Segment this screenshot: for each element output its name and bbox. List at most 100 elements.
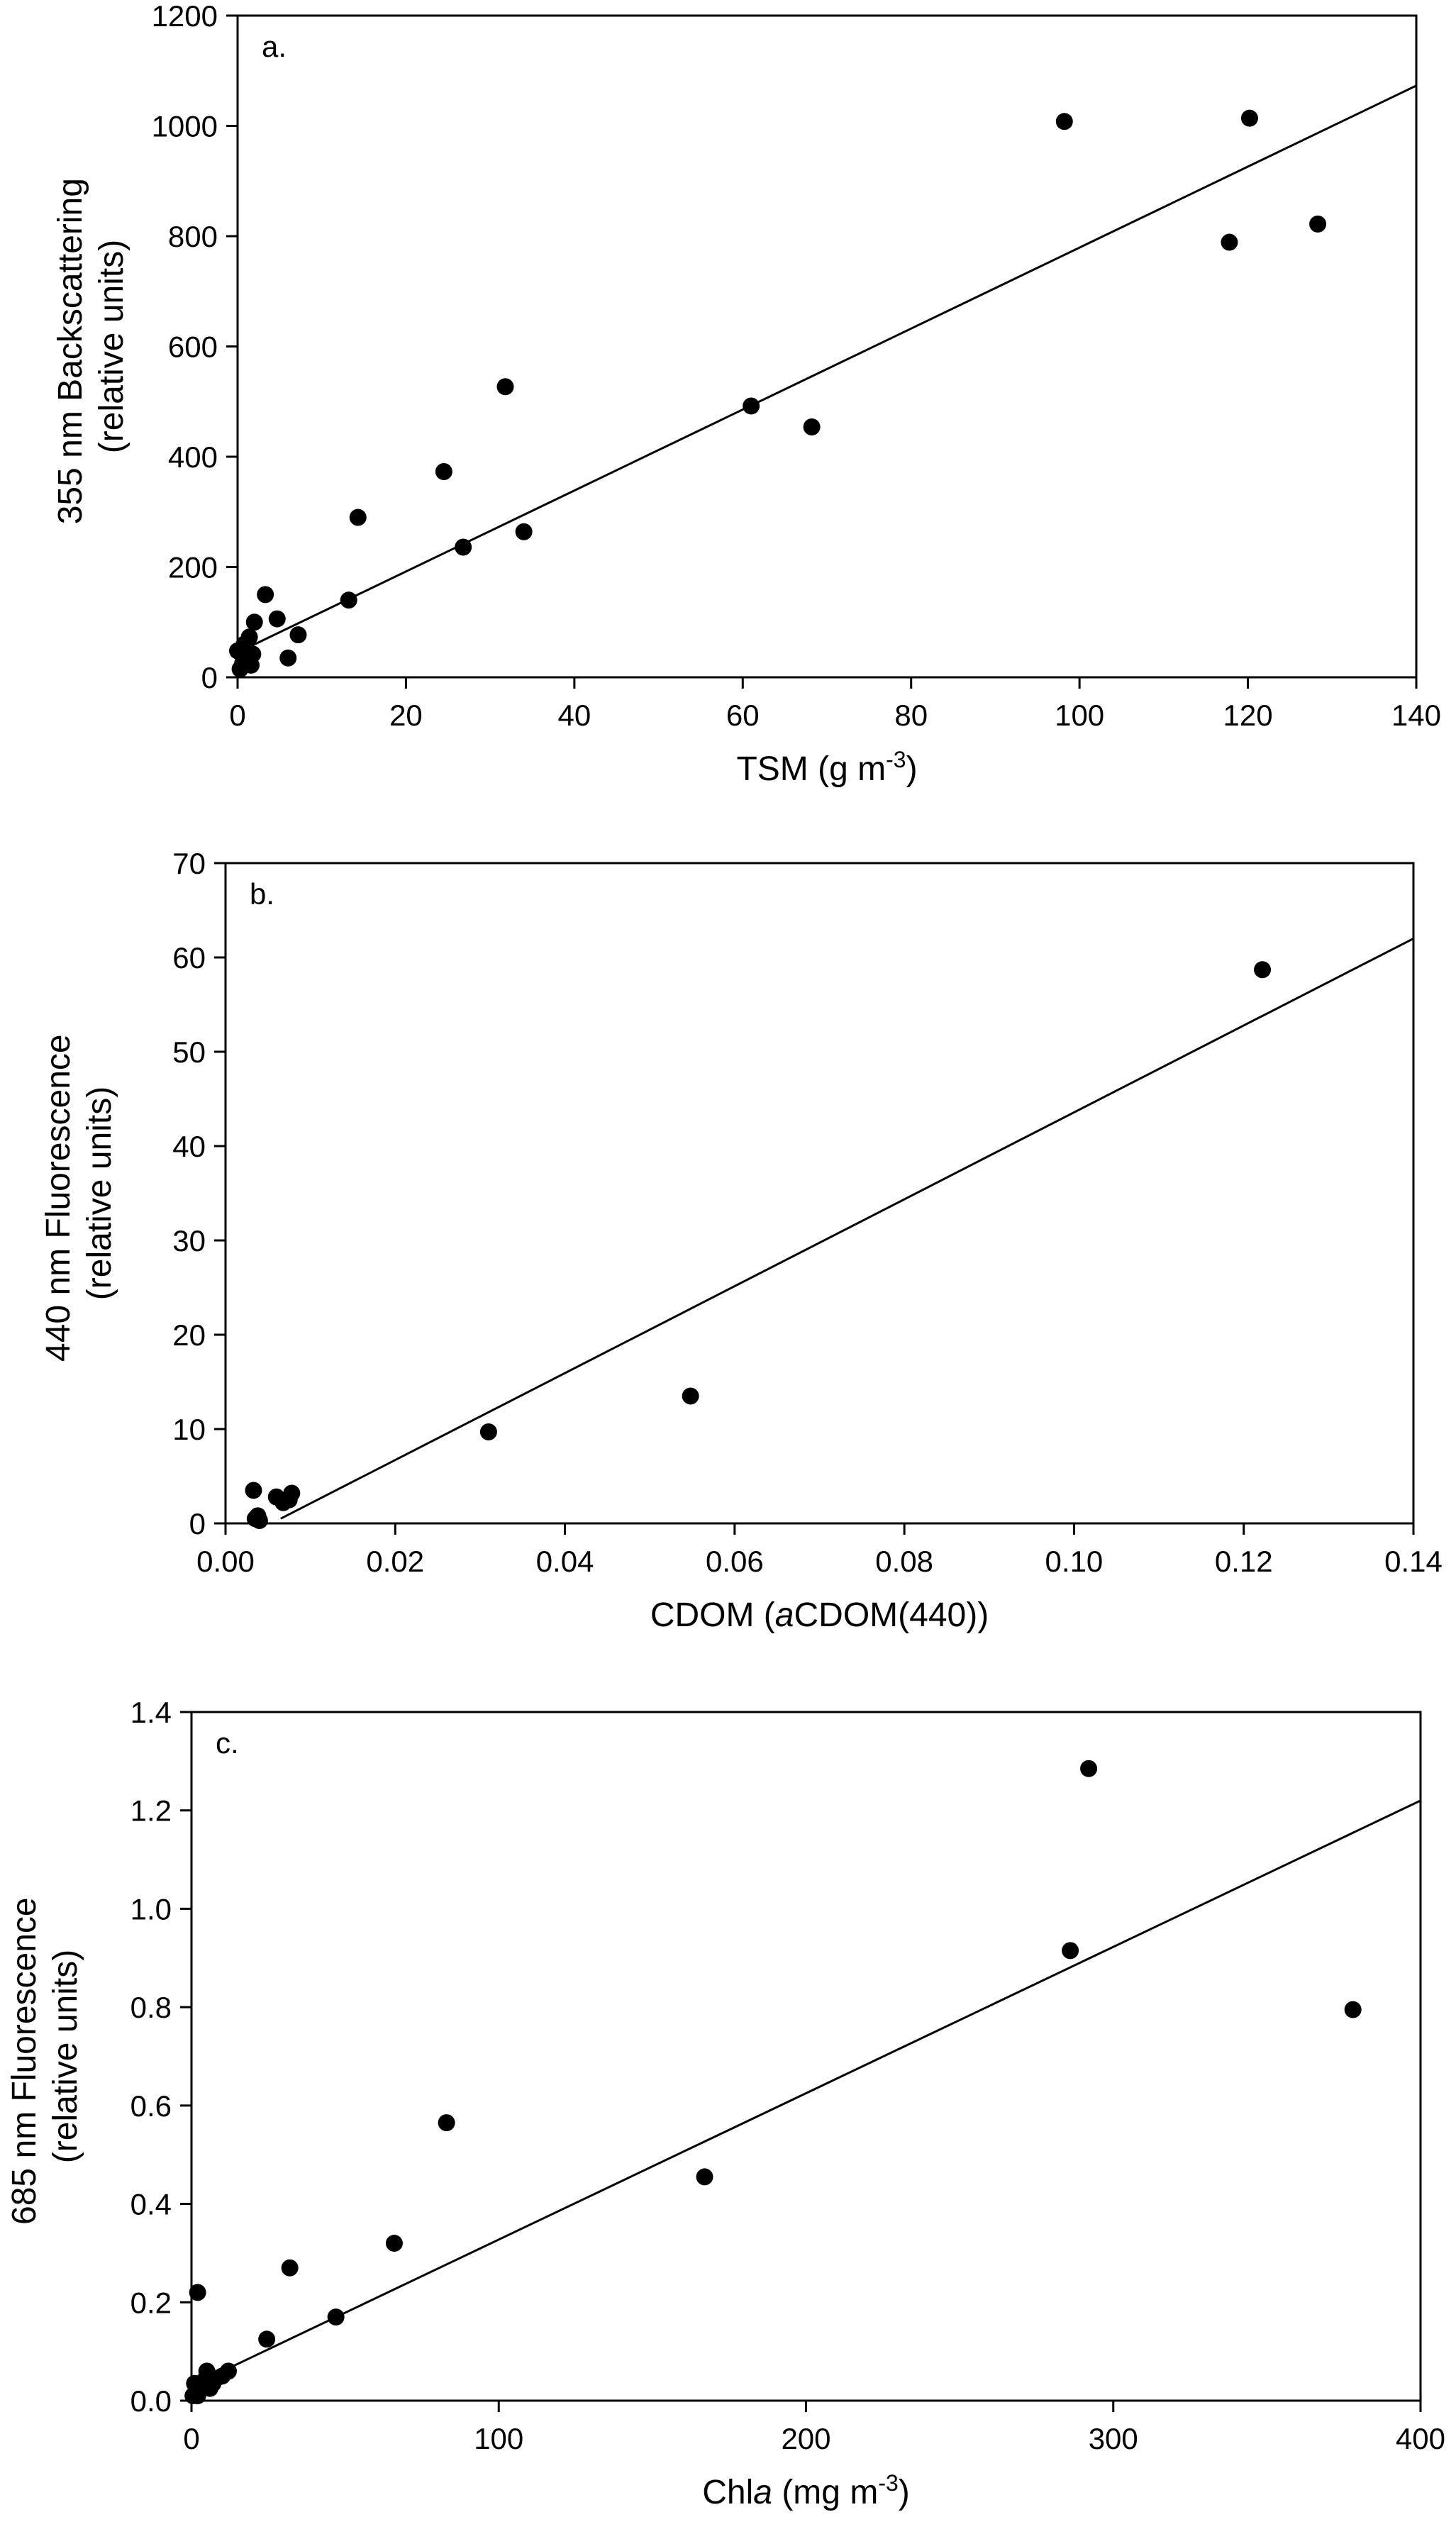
panel-a-data-point xyxy=(279,649,297,667)
panel-c-x-tick-label: 200 xyxy=(781,2422,830,2455)
panel-b-data-point xyxy=(283,1484,301,1502)
panel-a-data-point xyxy=(1055,113,1073,130)
panel-c-y-tick-label: 0.6 xyxy=(130,2089,172,2123)
panel-c-label: c. xyxy=(216,1726,239,1760)
panel-b-data-points xyxy=(245,961,1272,1530)
panel-b-data-point xyxy=(245,1482,262,1499)
panel-a-data-point xyxy=(1240,109,1258,127)
panel-a-data-point xyxy=(289,626,307,644)
panel-a-data-point xyxy=(515,523,533,540)
panel-b-x-tick-label: 0.02 xyxy=(366,1545,424,1578)
panel-b-x-axis-title: CDOM (aCDOM(440)) xyxy=(650,1596,989,1634)
panel-a-x-tick-label: 100 xyxy=(1055,699,1104,732)
panel-a-y-tick-label: 800 xyxy=(168,220,218,253)
panel-a-y-title-line2: (relative units) xyxy=(93,240,130,453)
panel-b-y-tick-label: 40 xyxy=(172,1130,206,1163)
panel-a-data-point xyxy=(268,610,286,628)
panel-b-y-tick-label: 60 xyxy=(172,941,206,974)
panel-b-x-title-italic: a xyxy=(775,1596,794,1634)
panel-c-y-tick-label: 0.2 xyxy=(130,2286,172,2319)
panel-a-y-tick-label: 0 xyxy=(201,661,218,694)
panel-a-label: a. xyxy=(262,30,287,63)
panel-a-x-tick-label: 140 xyxy=(1391,699,1441,732)
panel-c-data-point xyxy=(189,2284,206,2301)
panel-b-x-title-post: CDOM(440)) xyxy=(794,1596,989,1634)
panel-c-data-point xyxy=(1080,1760,1098,1777)
panel-b-x-tick-label: 0.14 xyxy=(1384,1545,1443,1578)
panel-c-ticks: 0 100 200 300 400 0.0 0.2 0.4 0.6 0.8 1.0 1.2 1.4 xyxy=(130,1696,1445,2455)
panel-b-x-tick-label: 0.06 xyxy=(706,1545,764,1578)
panel-c-y-tick-label: 1.0 xyxy=(130,1892,172,1925)
panel-b-y-tick-label: 20 xyxy=(172,1318,206,1352)
panel-c-x-title-sup: -3 xyxy=(878,2470,898,2496)
panel-a-regression-line xyxy=(237,84,1417,654)
panel-c-x-tick-label: 400 xyxy=(1396,2422,1445,2455)
panel-b-x-tick-label: 0.08 xyxy=(875,1545,933,1578)
panel-b-data-point xyxy=(1254,961,1272,979)
panel-c-x-title-end: ) xyxy=(899,2474,910,2511)
panel-a-y-tick-label: 200 xyxy=(168,551,218,584)
panel-c-data-point xyxy=(327,2308,345,2326)
panel-a-plot-frame xyxy=(236,14,1418,679)
panel-b-cdom-fluorescence: 0.00 0.02 0.04 0.06 0.08 0.10 0.12 0.14 0 10 20 30 4… xyxy=(40,847,1443,1634)
panel-a-data-point xyxy=(743,397,760,415)
panel-a-x-tick-label: 80 xyxy=(894,699,928,732)
panel-a-x-tick-label: 20 xyxy=(389,699,423,732)
panel-b-y-tick-label: 10 xyxy=(172,1413,206,1446)
panel-c-data-point xyxy=(1062,1942,1079,1960)
panel-a-y-axis-title: 355 nm Backscattering (relative units) xyxy=(52,169,130,525)
panel-c-data-point xyxy=(385,2235,403,2252)
panel-c-data-point xyxy=(281,2259,299,2277)
panel-b-x-tick-label: 0.04 xyxy=(536,1545,594,1578)
panel-c-y-title-line2: (relative units) xyxy=(47,1950,84,2163)
panel-b-regression-line xyxy=(280,938,1414,1520)
panel-b-y-tick-label: 30 xyxy=(172,1224,206,1257)
panel-c-x-tick-label: 300 xyxy=(1089,2422,1138,2455)
panel-c-x-tick-label: 100 xyxy=(474,2422,523,2455)
panel-c-chla-fluorescence: 0 100 200 300 400 0.0 0.2 0.4 0.6 0.8 1.0 1.2 1.4 c.… xyxy=(6,1696,1445,2511)
panel-a-data-point xyxy=(803,418,821,436)
panel-c-y-tick-label: 0.0 xyxy=(130,2384,172,2418)
panel-b-x-title-pre: CDOM ( xyxy=(650,1596,775,1634)
panel-c-data-point xyxy=(438,2114,455,2132)
panel-a-data-point xyxy=(340,591,357,609)
panel-b-x-tick-label: 0.00 xyxy=(196,1545,255,1578)
panel-a-y-tick-label: 1200 xyxy=(152,0,218,33)
panel-a-x-tick-label: 60 xyxy=(726,699,760,732)
panel-a-y-tick-label: 1000 xyxy=(152,110,218,143)
panel-c-data-points xyxy=(184,1760,1362,2405)
panel-a-data-point xyxy=(349,509,367,526)
panel-a-ticks: 0 20 40 60 80 100 120 140 0 200 400 600 800 1000 1200 xyxy=(152,0,1441,732)
panel-a-x-axis-title: TSM (g m-3) xyxy=(736,747,917,788)
panel-a-y-tick-label: 400 xyxy=(168,440,218,474)
panel-b-data-point xyxy=(250,1512,268,1530)
panel-b-y-tick-label: 50 xyxy=(172,1035,206,1069)
panel-c-x-tick-label: 0 xyxy=(183,2422,199,2455)
panel-a-x-title-end: ) xyxy=(906,750,918,788)
panel-a-data-point xyxy=(245,613,263,631)
panel-a-data-point xyxy=(496,378,514,396)
panel-c-data-point xyxy=(1344,2001,1362,2018)
panel-a-data-point xyxy=(244,645,262,663)
panel-a-x-tick-label: 40 xyxy=(557,699,591,732)
panel-c-x-title-pre: Chl xyxy=(702,2474,753,2511)
panel-b-ticks: 0.00 0.02 0.04 0.06 0.08 0.10 0.12 0.14 0 10 20 30 4… xyxy=(172,847,1443,1578)
panel-a-data-point xyxy=(1309,215,1327,233)
panel-c-y-axis-title: 685 nm Fluorescence (relative units) xyxy=(6,1888,84,2225)
panel-a-x-tick-label: 0 xyxy=(229,699,245,732)
panel-b-label: b. xyxy=(250,877,274,911)
panel-a-data-point xyxy=(257,586,274,604)
panel-a-y-tick-label: 600 xyxy=(168,330,218,364)
panel-a-data-point xyxy=(240,628,258,646)
panel-b-y-tick-label: 70 xyxy=(172,847,206,880)
panel-c-y-tick-label: 1.2 xyxy=(130,1794,172,1828)
panel-c-x-title-mid: (mg m xyxy=(772,2474,878,2511)
panel-c-y-tick-label: 0.8 xyxy=(130,1991,172,2024)
panel-c-y-tick-label: 0.4 xyxy=(130,2188,172,2221)
panel-b-y-tick-label: 0 xyxy=(189,1507,206,1540)
panel-c-regression-line xyxy=(191,1799,1421,2387)
panel-c-y-tick-label: 1.4 xyxy=(130,1696,172,1729)
panel-c-x-title-italic: a xyxy=(753,2474,772,2511)
panel-b-y-title-line1: 440 nm Fluorescence xyxy=(40,1034,77,1362)
